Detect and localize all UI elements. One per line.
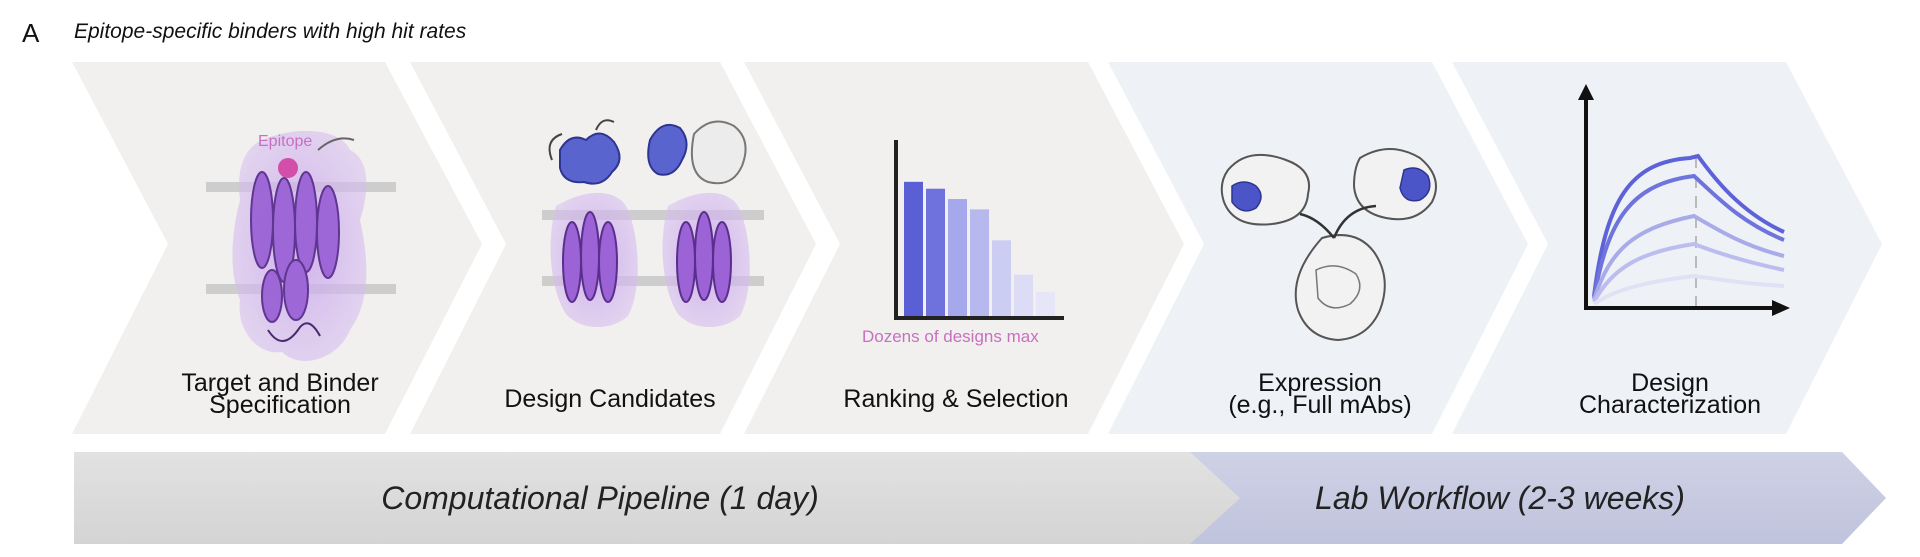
epitope-label: Epitope bbox=[258, 133, 312, 150]
membrane-line-top-2 bbox=[542, 210, 764, 220]
binding-curve-1 bbox=[1592, 153, 1785, 297]
panel-letter: A bbox=[22, 18, 40, 48]
antibody-fc-domain bbox=[1294, 234, 1386, 342]
step-label-ranking: Ranking & Selection bbox=[843, 385, 1069, 413]
design-candidates-illustration bbox=[542, 119, 764, 328]
ranking-chart: Dozens of designs max bbox=[862, 140, 1064, 346]
antibody-right-arm bbox=[1352, 148, 1437, 221]
curves-y-arrow bbox=[1578, 84, 1594, 100]
ranking-bar bbox=[1036, 291, 1055, 316]
computational-pipeline-bar bbox=[74, 452, 1240, 544]
ranking-bar bbox=[970, 209, 989, 316]
ranking-bar bbox=[904, 181, 923, 316]
binding-curve-4 bbox=[1592, 241, 1785, 303]
lab-workflow-bar bbox=[1112, 452, 1886, 544]
target-protein-illustration: Epitope bbox=[206, 130, 396, 361]
step-label-candidates: Design Candidates bbox=[504, 385, 716, 413]
ranking-bar bbox=[948, 199, 967, 316]
epitope-marker bbox=[278, 158, 298, 178]
step-label-characterization: Design Characterization bbox=[1578, 369, 1762, 419]
panel-title: Epitope-specific binders with high hit r… bbox=[74, 20, 467, 43]
binder-1 bbox=[559, 132, 621, 185]
binding-curve-3 bbox=[1592, 213, 1785, 301]
binding-curve-5 bbox=[1592, 273, 1785, 306]
ranking-bar bbox=[992, 240, 1011, 316]
ranking-bar bbox=[1014, 274, 1033, 316]
membrane-line-bottom-2 bbox=[542, 276, 764, 286]
binder-2 bbox=[647, 124, 688, 176]
antibody-illustration bbox=[1220, 148, 1437, 342]
step-label-target: Target and Binder Specification bbox=[181, 369, 379, 419]
phase-label-lab: Lab Workflow (2-3 weeks) bbox=[1315, 480, 1685, 516]
binding-curve-2 bbox=[1592, 173, 1785, 299]
ranking-annotation: Dozens of designs max bbox=[862, 327, 1039, 346]
phase-label-computational: Computational Pipeline (1 day) bbox=[381, 480, 819, 516]
antibody-fragment bbox=[690, 120, 747, 185]
ranking-bar bbox=[926, 188, 945, 316]
curves-x-arrow bbox=[1772, 300, 1790, 316]
binding-curves-chart bbox=[1578, 84, 1790, 316]
step-label-expression: Expression (e.g., Full mAbs) bbox=[1228, 369, 1412, 419]
